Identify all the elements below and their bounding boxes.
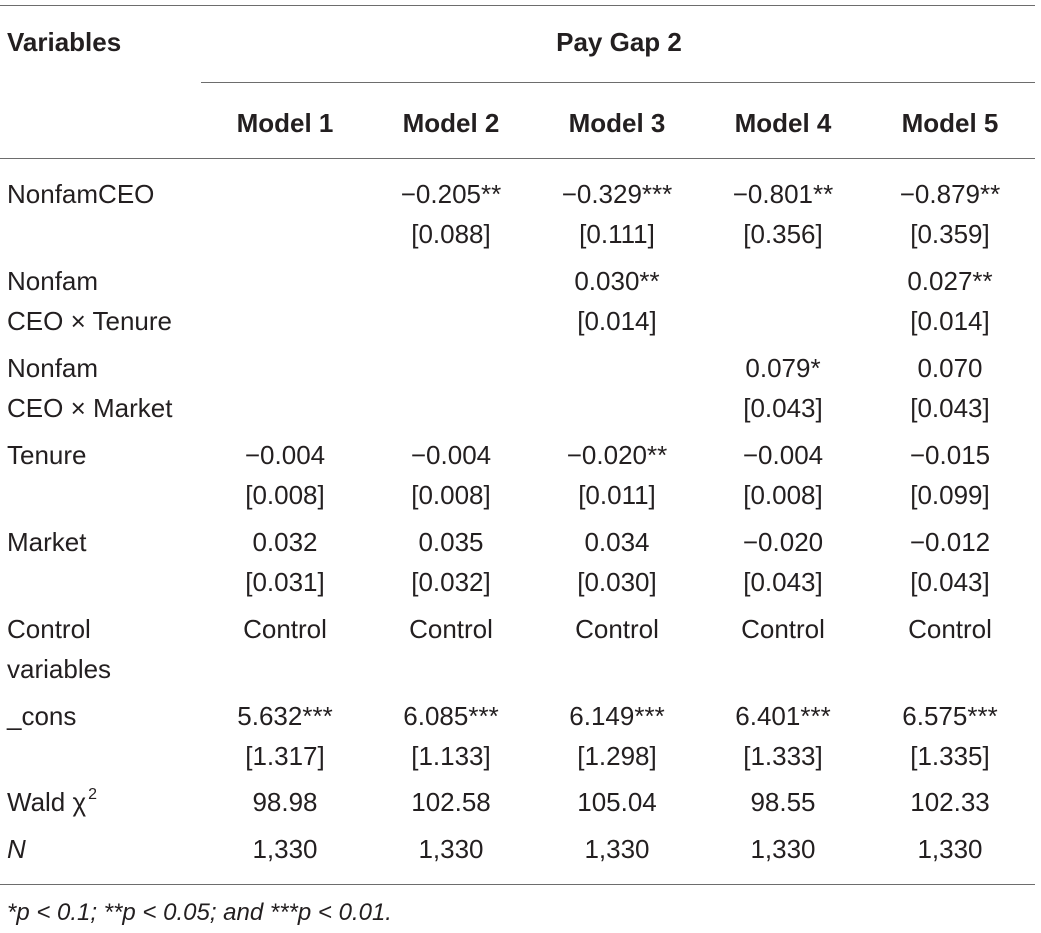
model-header: Model 3 bbox=[568, 108, 666, 138]
std-error-cell: [0.014] bbox=[577, 306, 657, 336]
group-rule bbox=[201, 82, 1035, 83]
coefficient-cell: 0.079* bbox=[745, 353, 821, 383]
coefficient-cell: Control bbox=[575, 614, 659, 644]
coefficient-cell: 6.575*** bbox=[902, 701, 998, 731]
n-label: N bbox=[7, 834, 26, 864]
model-header: Model 1 bbox=[236, 108, 334, 138]
top-rule bbox=[0, 5, 1035, 6]
n-value: 1,330 bbox=[584, 834, 650, 864]
std-error-cell: [0.099] bbox=[910, 480, 990, 510]
row-label: Tenure bbox=[7, 440, 87, 470]
row-label: Nonfam bbox=[7, 353, 99, 383]
coefficient-cell: −0.329*** bbox=[561, 179, 673, 209]
std-error-cell: [0.011] bbox=[578, 480, 656, 510]
coefficient-cell: −0.004 bbox=[244, 440, 326, 470]
wald-value: 98.55 bbox=[750, 787, 816, 817]
coefficient-cell: 0.027** bbox=[907, 266, 993, 296]
n-value: 1,330 bbox=[418, 834, 484, 864]
std-error-cell: [0.356] bbox=[743, 219, 823, 249]
std-error-cell: [0.043] bbox=[743, 567, 823, 597]
n-value: 1,330 bbox=[750, 834, 816, 864]
row-label: NonfamCEO bbox=[7, 179, 155, 209]
row-label: variables bbox=[7, 654, 112, 684]
coefficient-cell: 0.035 bbox=[418, 527, 484, 557]
wald-superscript: 2 bbox=[88, 786, 98, 803]
coefficient-cell: −0.004 bbox=[410, 440, 492, 470]
coefficient-cell: 0.034 bbox=[584, 527, 650, 557]
coefficient-cell: −0.020 bbox=[742, 527, 824, 557]
coefficient-cell: −0.205** bbox=[400, 179, 502, 209]
bottom-rule bbox=[0, 884, 1035, 885]
footnote: *p < 0.1; **p < 0.05; and ***p < 0.01. bbox=[7, 899, 392, 926]
coefficient-cell: 0.030** bbox=[574, 266, 660, 296]
coefficient-cell: Control bbox=[243, 614, 327, 644]
variables-header: Variables bbox=[7, 27, 122, 57]
std-error-cell: [1.335] bbox=[910, 741, 990, 771]
coefficient-cell: −0.879** bbox=[899, 179, 1001, 209]
coefficient-cell: Control bbox=[908, 614, 992, 644]
std-error-cell: [0.088] bbox=[411, 219, 491, 249]
n-value: 1,330 bbox=[252, 834, 318, 864]
std-error-cell: [1.333] bbox=[743, 741, 823, 771]
coefficient-cell: Control bbox=[409, 614, 493, 644]
coefficient-cell: 6.149*** bbox=[569, 701, 665, 731]
row-label: CEO × Tenure bbox=[7, 306, 173, 336]
row-label: Control bbox=[7, 614, 91, 644]
wald-value: 102.33 bbox=[910, 787, 990, 817]
wald-value: 98.98 bbox=[252, 787, 318, 817]
coefficient-cell: −0.020** bbox=[566, 440, 668, 470]
coefficient-cell: −0.801** bbox=[732, 179, 834, 209]
std-error-cell: [0.111] bbox=[579, 219, 655, 249]
row-label: Market bbox=[7, 527, 87, 557]
model-header: Model 4 bbox=[734, 108, 832, 138]
row-label: CEO × Market bbox=[7, 393, 173, 423]
std-error-cell: [0.030] bbox=[577, 567, 657, 597]
coefficient-cell: −0.015 bbox=[909, 440, 991, 470]
wald-value: 102.58 bbox=[411, 787, 491, 817]
std-error-cell: [0.043] bbox=[910, 567, 990, 597]
coefficient-cell: −0.004 bbox=[742, 440, 824, 470]
model-header: Model 2 bbox=[402, 108, 500, 138]
n-value: 1,330 bbox=[917, 834, 983, 864]
std-error-cell: [0.043] bbox=[910, 393, 990, 423]
std-error-cell: [1.317] bbox=[245, 741, 325, 771]
std-error-cell: [1.133] bbox=[411, 741, 491, 771]
coefficient-cell: Control bbox=[741, 614, 825, 644]
std-error-cell: [0.043] bbox=[743, 393, 823, 423]
std-error-cell: [0.008] bbox=[411, 480, 491, 510]
group-title: Pay Gap 2 bbox=[556, 27, 682, 57]
coefficient-cell: 6.401*** bbox=[735, 701, 831, 731]
wald-label-text: Wald χ bbox=[7, 787, 87, 817]
std-error-cell: [0.014] bbox=[910, 306, 990, 336]
std-error-cell: [0.359] bbox=[910, 219, 990, 249]
std-error-cell: [0.031] bbox=[245, 567, 325, 597]
coefficient-cell: 5.632*** bbox=[237, 701, 333, 731]
row-label: _cons bbox=[7, 701, 77, 731]
coefficient-cell: 0.070 bbox=[917, 353, 983, 383]
std-error-cell: [0.032] bbox=[411, 567, 491, 597]
std-error-cell: [1.298] bbox=[577, 741, 657, 771]
wald-value: 105.04 bbox=[577, 787, 657, 817]
header-rule bbox=[0, 158, 1035, 159]
std-error-cell: [0.008] bbox=[245, 480, 325, 510]
std-error-cell: [0.008] bbox=[743, 480, 823, 510]
coefficient-cell: 6.085*** bbox=[403, 701, 499, 731]
model-header: Model 5 bbox=[901, 108, 999, 138]
coefficient-cell: 0.032 bbox=[252, 527, 318, 557]
row-label: Nonfam bbox=[7, 266, 99, 296]
coefficient-cell: −0.012 bbox=[909, 527, 991, 557]
